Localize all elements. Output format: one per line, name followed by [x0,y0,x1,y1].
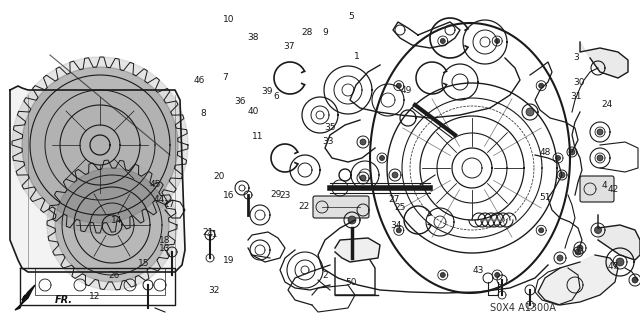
Text: 19: 19 [223,256,235,265]
Text: 50: 50 [345,278,356,287]
Circle shape [569,149,575,155]
Polygon shape [335,238,380,262]
Text: 42: 42 [607,185,619,194]
Text: 35: 35 [324,123,335,132]
Text: 20: 20 [213,172,225,181]
Polygon shape [598,215,640,260]
Circle shape [577,245,583,251]
Circle shape [348,216,356,224]
Text: 45: 45 [149,180,161,188]
Polygon shape [15,285,35,310]
Text: 31: 31 [570,92,582,101]
Circle shape [360,207,366,213]
Text: 24: 24 [601,100,612,109]
Text: 38: 38 [247,33,259,42]
Circle shape [380,156,385,161]
Circle shape [360,139,366,145]
Text: 16: 16 [223,191,235,200]
Polygon shape [47,160,177,290]
Text: 29: 29 [271,190,282,199]
Circle shape [440,38,445,44]
Text: 30: 30 [573,78,585,87]
Text: 34: 34 [390,221,401,230]
Polygon shape [538,255,618,305]
Text: 49: 49 [401,86,412,95]
Text: 1: 1 [355,52,360,60]
Polygon shape [12,57,188,233]
Circle shape [597,155,603,161]
Text: 6: 6 [274,92,279,100]
Text: 2: 2 [323,271,328,280]
Polygon shape [10,86,185,272]
Text: 9: 9 [323,28,328,37]
Circle shape [616,258,624,266]
Text: S0X4 A1300A: S0X4 A1300A [490,303,556,313]
Text: 37: 37 [284,42,295,51]
Text: 32: 32 [209,286,220,295]
Text: FR.: FR. [55,295,73,305]
Circle shape [556,156,561,161]
Text: 4: 4 [602,181,607,190]
Text: 40: 40 [247,107,259,116]
Text: 11: 11 [252,132,263,141]
Text: 22: 22 [298,202,310,211]
Text: 15: 15 [138,260,150,268]
Circle shape [557,255,563,261]
Circle shape [632,277,638,283]
Circle shape [526,108,534,116]
Text: 47: 47 [607,262,619,271]
Circle shape [440,272,445,277]
Text: 18: 18 [159,236,171,244]
Polygon shape [55,168,169,282]
Text: 13: 13 [159,244,171,252]
FancyBboxPatch shape [580,176,614,202]
FancyBboxPatch shape [313,196,369,218]
Text: 12: 12 [89,292,100,301]
Text: 36: 36 [234,97,246,106]
Text: 48: 48 [540,148,551,157]
Text: 39: 39 [262,87,273,96]
Text: 33: 33 [322,137,333,146]
Circle shape [396,228,401,233]
Circle shape [539,228,544,233]
Circle shape [392,172,398,178]
Text: 3: 3 [573,53,579,62]
Text: 23: 23 [279,191,291,200]
Circle shape [559,172,565,178]
Text: 46: 46 [194,76,205,85]
Text: 41: 41 [207,230,218,239]
Text: 7: 7 [223,73,228,82]
Text: 17: 17 [164,200,175,209]
Polygon shape [580,42,628,78]
Polygon shape [22,67,178,223]
Circle shape [575,249,581,255]
Circle shape [495,272,500,277]
Text: 25: 25 [394,203,406,212]
Text: 5: 5 [348,12,353,20]
Text: 8: 8 [201,109,206,118]
Circle shape [360,175,366,181]
Text: 51: 51 [540,193,551,202]
Text: 14: 14 [111,216,122,225]
Text: 28: 28 [301,28,313,37]
Text: 21: 21 [202,228,214,237]
Circle shape [396,83,401,88]
Text: 44: 44 [153,195,164,204]
Text: 43: 43 [473,266,484,275]
Circle shape [595,227,602,234]
Text: 10: 10 [223,15,235,24]
Circle shape [539,83,544,88]
Circle shape [597,129,603,135]
Text: 27: 27 [388,195,399,204]
Circle shape [495,38,500,44]
Text: 26: 26 [108,271,120,280]
